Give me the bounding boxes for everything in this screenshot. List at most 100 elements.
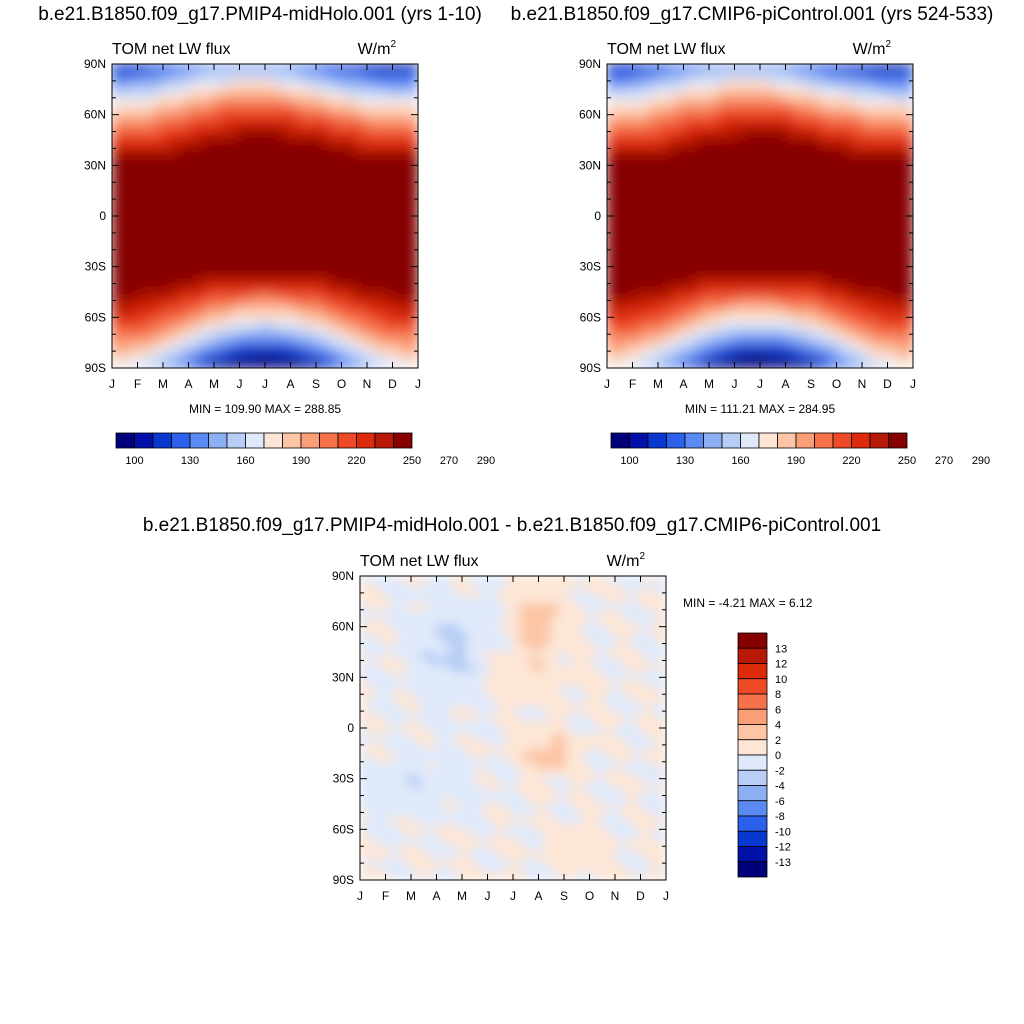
field-cell xyxy=(674,177,684,187)
field-cell xyxy=(550,596,560,605)
field-cell xyxy=(367,672,376,681)
field-cell xyxy=(691,78,701,88)
field-cell xyxy=(196,78,206,88)
field-cell xyxy=(810,185,820,194)
field-cell xyxy=(397,782,407,791)
field-cell xyxy=(627,803,636,812)
field-cell xyxy=(776,314,786,323)
field-cell xyxy=(443,637,453,646)
field-cell xyxy=(315,268,325,278)
field-cell xyxy=(315,344,325,354)
field-cell xyxy=(360,775,369,784)
field-cell xyxy=(367,651,376,660)
field-cell xyxy=(341,245,351,255)
field-cell xyxy=(604,623,613,632)
field-cell xyxy=(137,139,147,149)
field-cell xyxy=(596,872,606,880)
field-cell xyxy=(836,64,846,73)
field-cell xyxy=(451,817,460,826)
field-cell xyxy=(196,306,206,316)
field-cell xyxy=(604,762,613,770)
field-cell xyxy=(466,810,476,819)
field-cell xyxy=(390,623,399,632)
colorbar-box xyxy=(374,432,394,449)
field-cell xyxy=(409,276,418,285)
field-cell xyxy=(458,596,468,605)
field-cell xyxy=(611,630,621,639)
y-tick-label: 30N xyxy=(579,158,601,172)
panel-1-variable-label: TOM net LW flux xyxy=(112,41,231,58)
field-cell xyxy=(162,109,172,118)
field-cell xyxy=(247,223,257,232)
field-cell xyxy=(558,720,568,729)
field-cell xyxy=(392,223,402,232)
field-cell xyxy=(397,775,407,784)
field-cell xyxy=(281,314,291,323)
field-cell xyxy=(589,748,598,757)
field-cell xyxy=(383,207,393,217)
field-cell xyxy=(904,169,913,179)
field-cell xyxy=(657,865,666,874)
field-cell xyxy=(222,283,232,293)
field-cell xyxy=(802,276,812,285)
field-cell xyxy=(734,192,744,202)
field-cell xyxy=(543,644,552,653)
field-cell xyxy=(205,253,215,263)
field-cell xyxy=(527,596,537,605)
field-cell xyxy=(247,283,257,293)
field-cell xyxy=(390,576,399,584)
field-cell xyxy=(428,720,437,729)
field-cell xyxy=(247,245,257,255)
field-cell xyxy=(596,720,606,729)
field-cell xyxy=(360,576,369,584)
field-cell xyxy=(634,623,644,632)
field-cell xyxy=(481,679,491,688)
field-cell xyxy=(137,344,147,354)
field-cell xyxy=(700,352,710,361)
field-cell xyxy=(870,177,880,187)
field-cell xyxy=(802,253,812,263)
field-cell xyxy=(349,276,359,285)
field-cell xyxy=(481,616,491,625)
field-cell xyxy=(611,865,621,874)
field-cell xyxy=(619,582,629,591)
field-cell xyxy=(264,86,274,95)
field-cell xyxy=(436,734,445,743)
field-cell xyxy=(504,796,514,805)
field-cell xyxy=(853,109,863,118)
field-cell xyxy=(162,283,172,293)
field-cell xyxy=(725,299,735,308)
field-cell xyxy=(366,223,376,232)
field-cell xyxy=(436,838,445,846)
field-cell xyxy=(632,131,642,141)
field-cell xyxy=(836,139,846,149)
field-cell xyxy=(481,789,491,798)
field-cell xyxy=(619,844,629,853)
field-cell xyxy=(273,169,283,179)
field-cell xyxy=(120,306,130,316)
field-cell xyxy=(558,651,568,660)
field-cell xyxy=(632,101,642,111)
field-cell xyxy=(383,154,393,164)
field-cell xyxy=(428,665,437,674)
x-tick-label: S xyxy=(312,377,320,391)
field-cell xyxy=(179,177,189,187)
field-cell xyxy=(358,314,368,323)
field-cell xyxy=(691,86,701,95)
field-cell xyxy=(374,775,384,784)
field-cell xyxy=(374,679,384,688)
field-cell xyxy=(112,344,121,354)
field-cell xyxy=(751,359,761,368)
field-cell xyxy=(836,352,846,361)
field-cell xyxy=(657,630,666,639)
field-cell xyxy=(298,215,308,225)
field-cell xyxy=(443,596,453,605)
field-cell xyxy=(281,337,291,346)
field-cell xyxy=(853,299,863,308)
field-cell xyxy=(405,576,415,584)
field-cell xyxy=(725,192,735,202)
field-cell xyxy=(358,306,368,316)
field-cell xyxy=(844,86,854,95)
field-cell xyxy=(657,782,666,791)
field-cell xyxy=(793,207,803,217)
